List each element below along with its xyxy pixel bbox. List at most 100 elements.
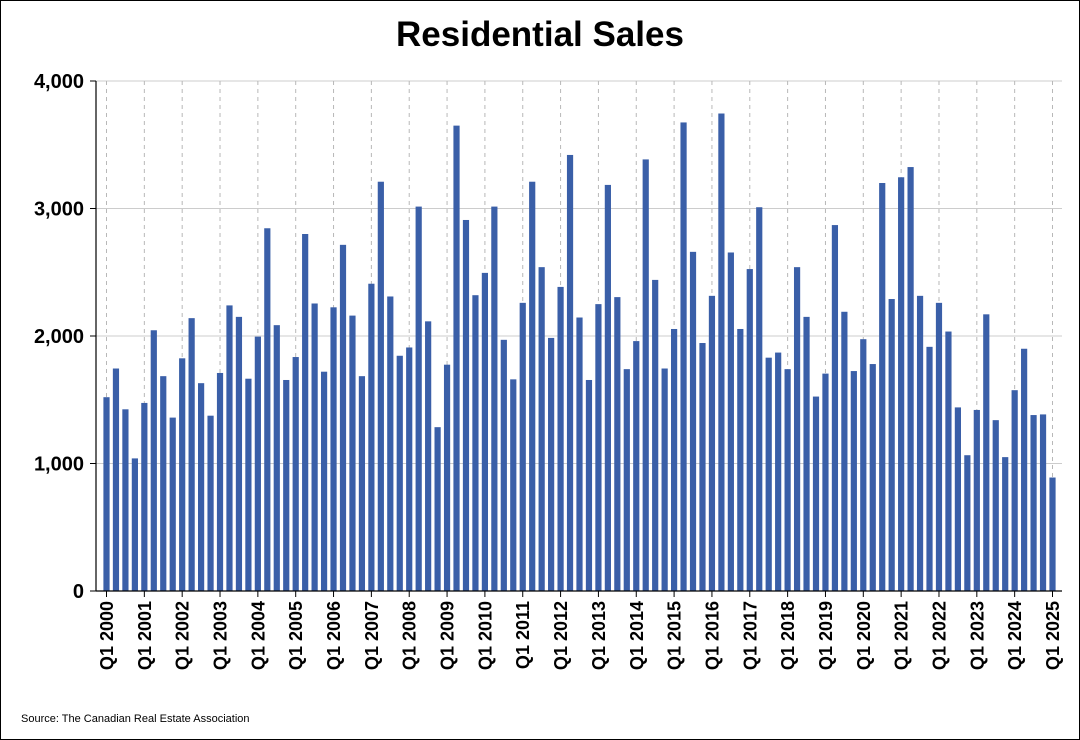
bar <box>737 328 744 591</box>
bar <box>576 317 583 591</box>
y-tick-label: 4,000 <box>34 71 84 93</box>
bar <box>358 376 366 591</box>
bar <box>406 347 413 591</box>
x-tick-label: Q1 2020 <box>854 601 874 670</box>
bar <box>330 307 337 591</box>
bar <box>793 267 801 591</box>
bar <box>1049 477 1056 591</box>
bar <box>169 417 176 591</box>
bar <box>633 341 640 591</box>
bar <box>831 225 839 591</box>
bar <box>462 219 470 591</box>
x-tick-label: Q1 2012 <box>551 601 571 670</box>
bar <box>945 331 952 591</box>
bar <box>595 304 602 591</box>
bar <box>803 316 810 591</box>
y-tick-label: 0 <box>73 581 84 603</box>
bar <box>916 295 924 591</box>
bar <box>954 407 961 591</box>
bar <box>1002 457 1009 591</box>
x-tick-label: Q1 2005 <box>286 601 306 670</box>
bar <box>311 303 318 591</box>
bar <box>103 397 110 591</box>
x-tick-label: Q1 2018 <box>778 601 798 670</box>
bar <box>614 297 621 591</box>
bar <box>888 299 895 591</box>
bar <box>1030 415 1037 591</box>
bar <box>415 206 422 591</box>
bar <box>879 183 886 591</box>
x-tick-label: Q1 2022 <box>929 601 949 670</box>
bar <box>472 295 479 591</box>
bar <box>387 296 394 591</box>
bar <box>585 379 593 591</box>
x-tick-label: Q1 2021 <box>892 601 912 670</box>
bar <box>642 159 649 591</box>
bar <box>1011 390 1018 591</box>
y-tick-label: 3,000 <box>34 199 84 221</box>
bar <box>150 330 157 591</box>
x-tick-label: Q1 2009 <box>438 601 458 670</box>
x-tick-label: Q1 2000 <box>97 601 117 670</box>
bar <box>273 325 280 591</box>
bar <box>377 181 384 591</box>
bar <box>935 302 943 591</box>
bar <box>775 352 782 591</box>
bar <box>718 113 725 591</box>
x-tick-label: Q1 2019 <box>816 601 836 670</box>
bar <box>973 409 980 591</box>
bar <box>727 252 734 592</box>
bar <box>207 415 214 591</box>
x-tick-label: Q1 2008 <box>400 601 420 670</box>
bar <box>264 228 271 591</box>
bar <box>992 420 999 591</box>
bar <box>548 337 555 591</box>
bar <box>443 364 451 591</box>
bar <box>907 167 914 591</box>
bar <box>841 311 848 591</box>
bar <box>671 328 678 591</box>
bar <box>396 355 403 591</box>
bar <box>1021 348 1028 591</box>
bar <box>216 372 224 591</box>
x-tick-label: Q1 2013 <box>589 601 609 670</box>
bar <box>538 267 545 591</box>
bar <box>141 402 148 591</box>
bar <box>491 206 498 591</box>
bar <box>254 336 261 591</box>
bar <box>812 396 820 591</box>
bar <box>122 409 129 591</box>
bar <box>898 177 905 591</box>
bar <box>453 125 460 591</box>
x-tick-label: Q1 2010 <box>475 601 495 670</box>
x-tick-label: Q1 2006 <box>324 601 344 670</box>
chart-title: Residential Sales <box>396 15 684 54</box>
bar <box>320 371 328 591</box>
bar <box>689 251 697 591</box>
bar <box>566 154 574 591</box>
bar <box>983 314 990 591</box>
bar <box>699 343 706 591</box>
bar <box>283 379 290 591</box>
bar <box>302 234 309 591</box>
x-tick-label: Q1 2016 <box>702 601 722 670</box>
bar <box>510 379 517 591</box>
x-tick-label: Q1 2004 <box>248 601 268 670</box>
bar <box>680 122 687 591</box>
bar <box>661 368 668 591</box>
bar <box>860 339 867 591</box>
bar <box>245 378 252 591</box>
x-tick-label: Q1 2024 <box>1005 601 1025 670</box>
bar <box>765 357 772 591</box>
bar <box>529 181 536 591</box>
x-tick-label: Q1 2002 <box>173 601 193 670</box>
bar <box>160 376 167 591</box>
bar <box>850 371 857 591</box>
bar <box>481 272 488 591</box>
bar <box>557 286 564 591</box>
bar <box>604 184 611 591</box>
x-tick-label: Q1 2011 <box>513 601 533 669</box>
x-tick-label: Q1 2023 <box>967 601 987 670</box>
